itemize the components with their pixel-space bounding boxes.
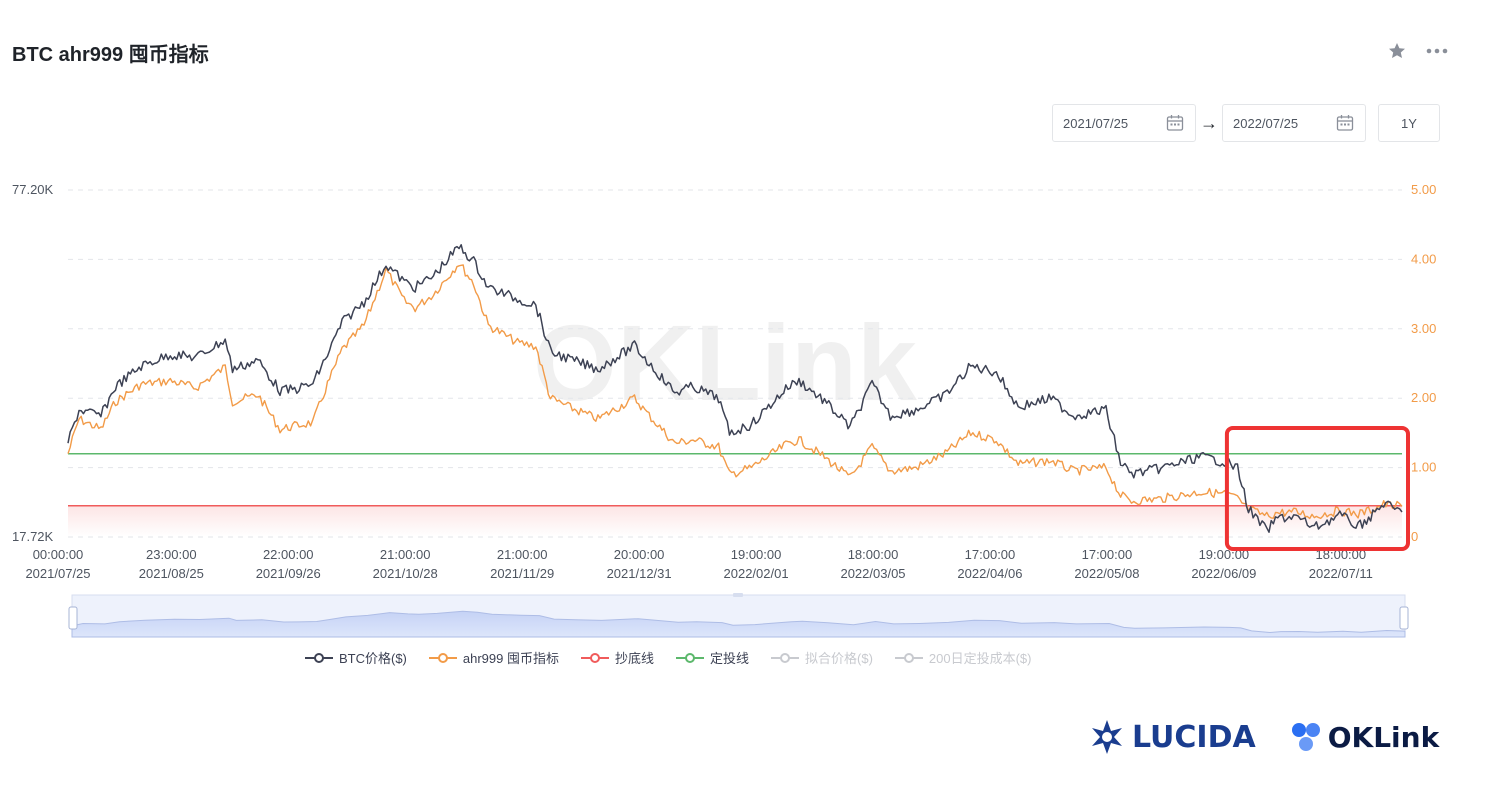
x-tick-time: 23:00:00 bbox=[146, 547, 197, 562]
y-right-tick-label: 3.00 bbox=[1411, 321, 1436, 336]
legend-label: 定投线 bbox=[710, 651, 750, 666]
oklink-logo: OKLink bbox=[1290, 720, 1440, 754]
bottom-zone bbox=[68, 505, 1402, 537]
legend-label: BTC价格($) bbox=[339, 651, 407, 666]
navigator-handle-right[interactable] bbox=[1399, 606, 1409, 630]
oklink-logo-text: OKLink bbox=[1327, 720, 1440, 754]
lucida-logo-text: LUCIDA bbox=[1132, 719, 1256, 755]
x-tick-time: 18:00:00 bbox=[848, 547, 899, 562]
calendar-icon bbox=[1166, 115, 1184, 131]
navigator-grip[interactable] bbox=[733, 593, 743, 597]
x-tick-time: 17:00:00 bbox=[1082, 547, 1133, 562]
btc-price-series-line bbox=[67, 244, 1403, 533]
x-tick-time: 00:00:00 bbox=[33, 547, 84, 562]
y-right-tick-label: 1.00 bbox=[1411, 460, 1436, 475]
legend-item-price[interactable]: BTC价格($) bbox=[305, 648, 407, 667]
ahr999-chart: OKLink 5.00 4.00 3.00 2.00 1.00 0 77.20K 17.72K 0… bbox=[12, 182, 1436, 638]
lucida-logo: LUCIDA bbox=[1088, 718, 1256, 756]
x-tick-date: 2021/11/29 bbox=[490, 566, 554, 581]
x-tick-date: 2021/08/25 bbox=[139, 566, 204, 581]
more-icon[interactable] bbox=[1424, 38, 1450, 64]
calendar-icon bbox=[1336, 115, 1354, 131]
legend-item-dca-line[interactable]: 定投线 bbox=[676, 648, 749, 667]
y-right-tick-label: 5.00 bbox=[1411, 182, 1436, 197]
x-tick-date: 2021/09/26 bbox=[256, 566, 321, 581]
watermark: OKLink bbox=[533, 302, 918, 423]
x-tick-date: 2021/07/25 bbox=[25, 566, 90, 581]
x-tick-time: 17:00:00 bbox=[965, 547, 1016, 562]
x-tick-time: 21:00:00 bbox=[497, 547, 548, 562]
y-right-tick-label: 4.00 bbox=[1411, 251, 1436, 266]
x-tick-date: 2021/12/31 bbox=[607, 566, 672, 581]
legend-item-200d-cost[interactable]: 200日定投成本($) bbox=[894, 648, 1032, 667]
y-left-tick-label: 77.20K bbox=[12, 182, 54, 197]
range-1y-button[interactable]: 1Y bbox=[1378, 104, 1440, 142]
ahr999-series-line bbox=[67, 264, 1403, 520]
start-date-picker[interactable]: 2021/07/25 bbox=[1052, 104, 1196, 142]
x-tick-date: 2022/03/05 bbox=[840, 566, 905, 581]
header-actions bbox=[1384, 38, 1450, 64]
y-left-tick-label: 17.72K bbox=[12, 529, 54, 544]
y-right-tick-label: 2.00 bbox=[1411, 390, 1436, 405]
range-arrow: → bbox=[1200, 113, 1218, 133]
x-tick-time: 22:00:00 bbox=[263, 547, 314, 562]
footer-logos: LUCIDA OKLink bbox=[1088, 718, 1439, 756]
legend-item-ahr999[interactable]: ahr999 囤币指标 bbox=[428, 648, 559, 667]
navigator-handle-left[interactable] bbox=[68, 606, 78, 630]
legend-item-fit-price[interactable]: 拟合价格($) bbox=[771, 648, 873, 667]
legend-label: 抄底线 bbox=[614, 651, 654, 666]
oklink-logo-icon bbox=[1291, 723, 1320, 751]
chart-legend: BTC价格($) ahr999 囤币指标 抄底线 定投线 拟合价格($) 200… bbox=[305, 648, 1032, 667]
x-tick-date: 2022/07/11 bbox=[1309, 566, 1373, 581]
lucida-logo-icon bbox=[1092, 720, 1122, 754]
star-icon[interactable] bbox=[1384, 38, 1410, 64]
y-right-tick-label: 0 bbox=[1411, 529, 1418, 544]
legend-label: ahr999 囤币指标 bbox=[462, 651, 559, 666]
highlight-box bbox=[1224, 425, 1410, 551]
x-tick-date: 2022/04/06 bbox=[957, 566, 1022, 581]
x-tick-date: 2021/10/28 bbox=[373, 566, 438, 581]
x-tick-time: 19:00:00 bbox=[731, 547, 782, 562]
navigator-area bbox=[71, 610, 1406, 638]
x-tick-time: 21:00:00 bbox=[380, 547, 431, 562]
x-tick-date: 2022/05/08 bbox=[1074, 566, 1139, 581]
x-tick-time: 20:00:00 bbox=[614, 547, 665, 562]
legend-item-bottom-line[interactable]: 抄底线 bbox=[580, 648, 654, 667]
x-tick-date: 2022/02/01 bbox=[724, 566, 789, 581]
end-date-picker[interactable]: 2022/07/25 bbox=[1222, 104, 1366, 142]
legend-label: 拟合价格($) bbox=[805, 651, 873, 666]
start-date-value: 2021/07/25 bbox=[1063, 115, 1129, 131]
end-date-value: 2022/07/25 bbox=[1233, 115, 1299, 131]
page-title: BTC ahr999 囤币指标 bbox=[12, 44, 209, 66]
legend-label: 200日定投成本($) bbox=[928, 651, 1032, 666]
x-tick-date: 2022/06/09 bbox=[1191, 566, 1256, 581]
